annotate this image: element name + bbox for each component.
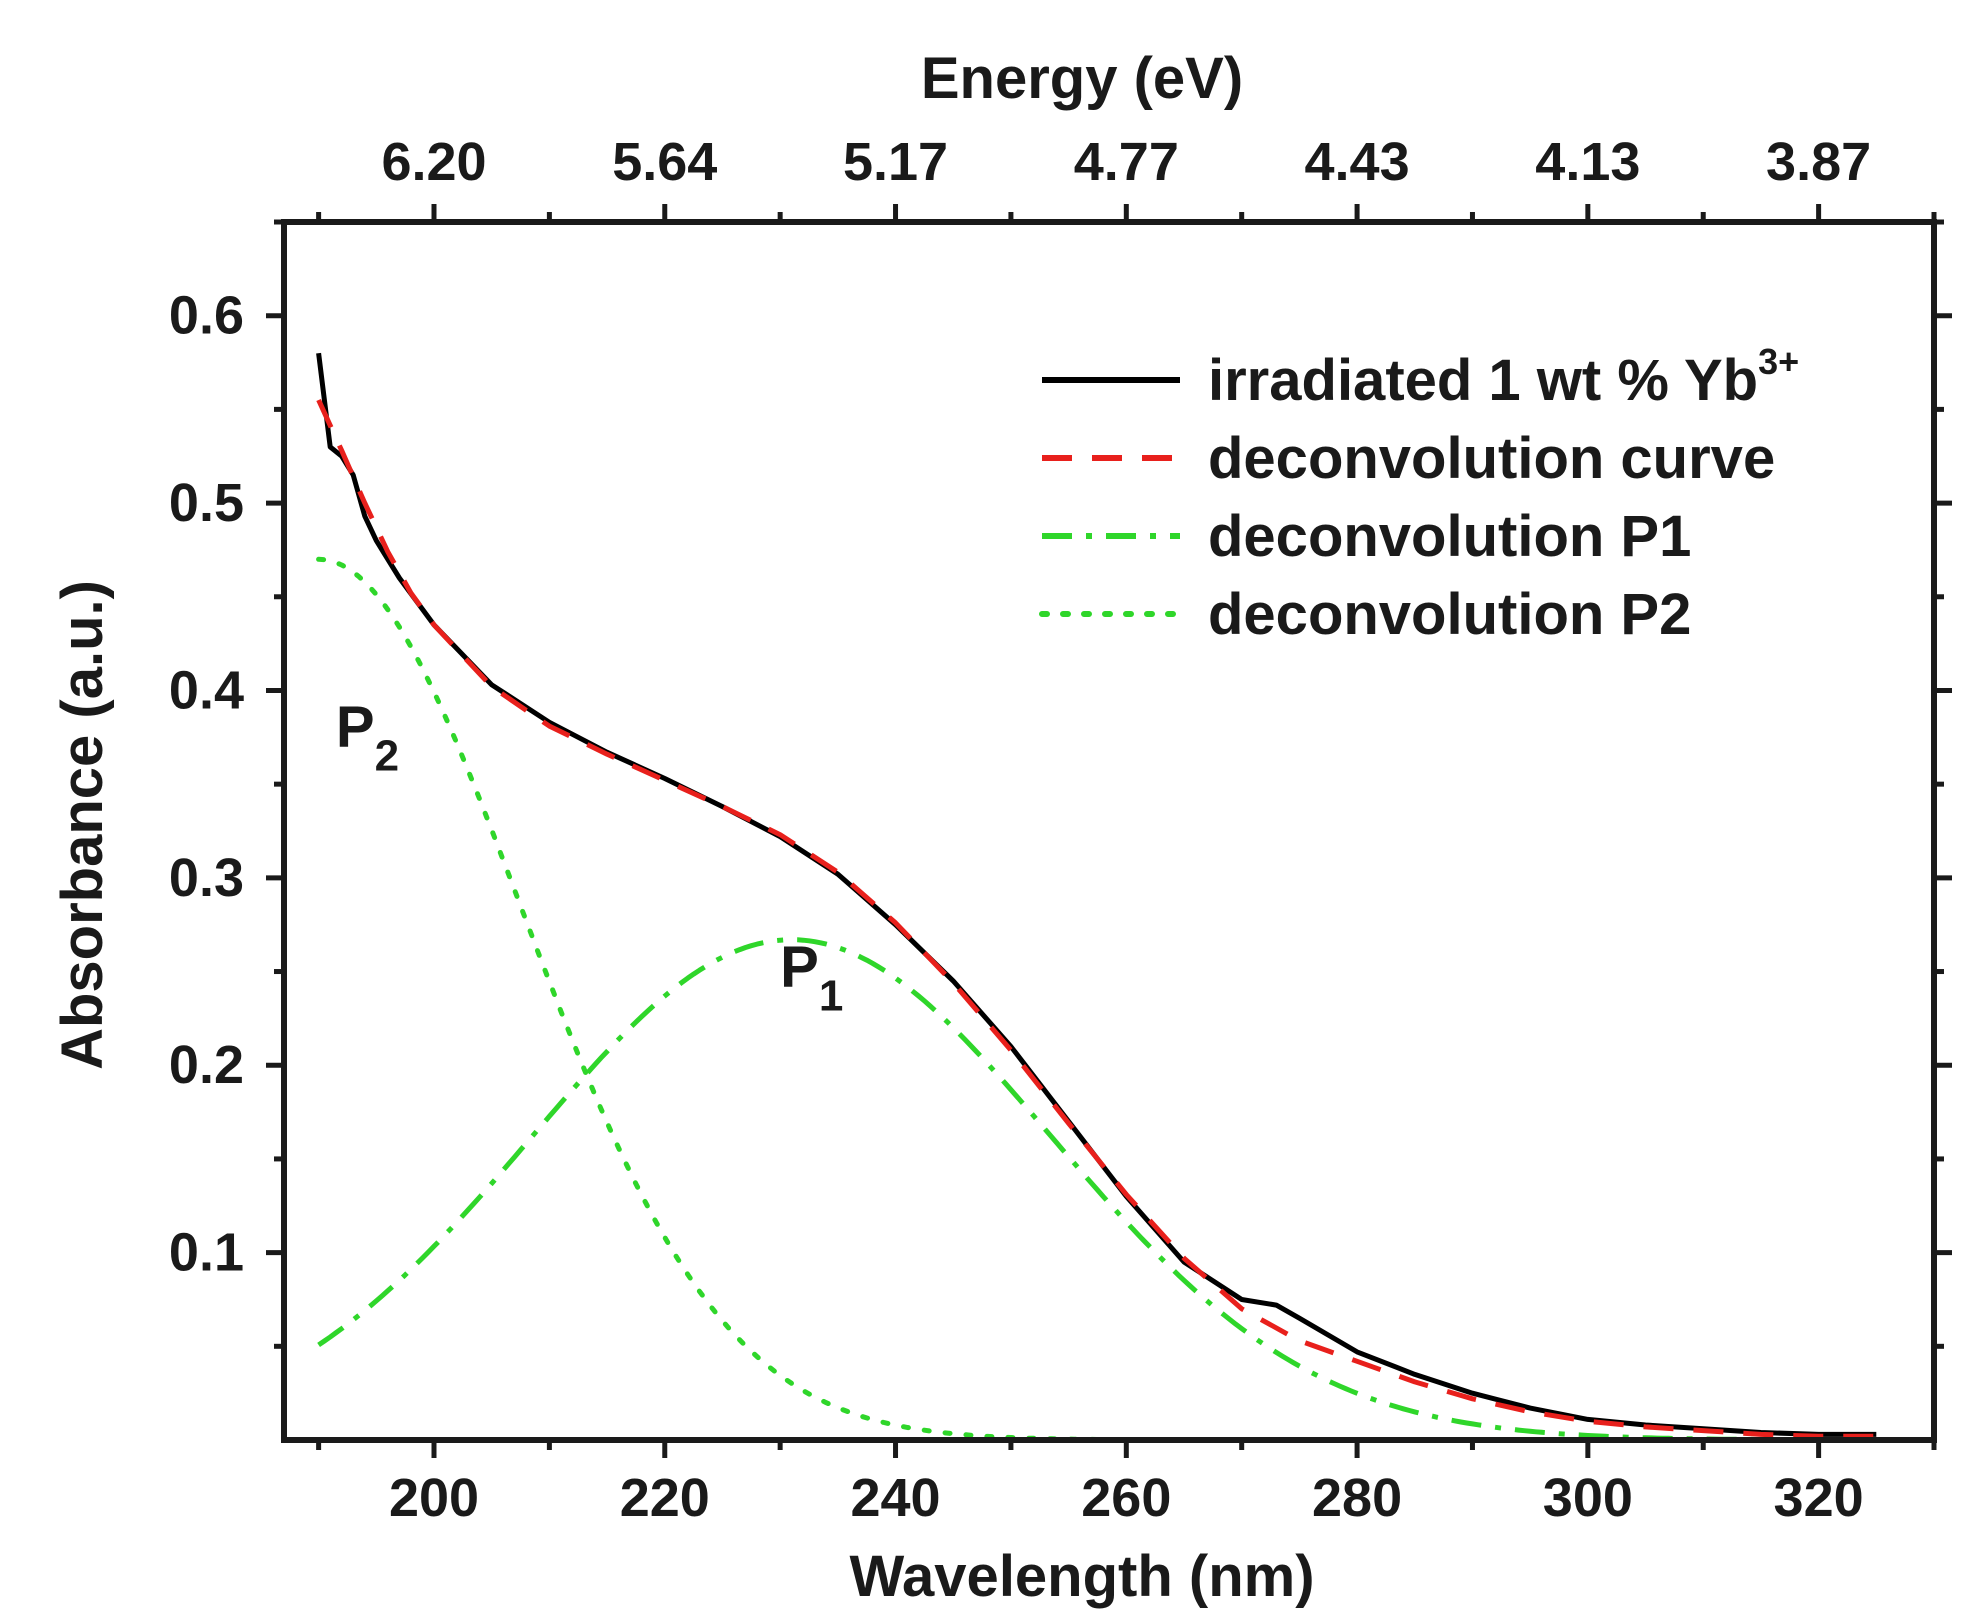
y-tick-label: 0.3 [169, 848, 244, 908]
y-tick-label: 0.1 [169, 1223, 244, 1283]
peak-label-subscript: 2 [375, 732, 399, 781]
x2-tick-label: 4.43 [1305, 132, 1410, 192]
x2-tick-label: 6.20 [381, 132, 486, 192]
x-tick-label: 220 [620, 1468, 710, 1528]
y-tick-label: 0.4 [169, 660, 244, 720]
peak-label-subscript: 1 [819, 972, 843, 1021]
series-line-irradiated [316, 352, 1877, 1437]
x-tick-label: 240 [850, 1468, 940, 1528]
legend-superscript: 3+ [1758, 341, 1799, 382]
x2-tick-label: 3.87 [1766, 132, 1871, 192]
x-tick-label: 200 [389, 1468, 479, 1528]
peak-label-P2: P2 [336, 695, 399, 781]
x-axis-title: Wavelength (nm) [849, 1544, 1314, 1609]
y-tick-label: 0.2 [169, 1035, 244, 1095]
x-tick-label: 320 [1774, 1468, 1864, 1528]
x-tick-label: 260 [1081, 1468, 1171, 1528]
legend-label-deconv_curve: deconvolution curve [1208, 426, 1775, 491]
y-tick-label: 0.5 [169, 473, 244, 533]
x-tick-label: 300 [1543, 1468, 1633, 1528]
series-line-deconv_p2 [316, 556, 1879, 1443]
x2-tick-label: 5.17 [843, 132, 948, 192]
x2-tick-label: 4.77 [1074, 132, 1179, 192]
tick-labels-layer: 200 220 240 260 280 300 320 6.20 5.64 5.17 4.77 4.4… [169, 132, 1871, 1528]
x2-tick-label: 5.64 [612, 132, 717, 192]
x-tick-label: 280 [1312, 1468, 1402, 1528]
legend: irradiated 1 wt % Yb3+ deconvolution curv… [1039, 341, 1799, 647]
y-axis-title: Absorbance (a.u.) [50, 580, 115, 1070]
peak-annotations: P2 P1 [336, 695, 843, 1021]
x2-tick-label: 4.13 [1535, 132, 1640, 192]
series-line-deconv_curve [316, 398, 1877, 1439]
ticks-layer [266, 204, 1952, 1458]
legend-label-deconv_p1: deconvolution P1 [1208, 504, 1691, 569]
y-tick-label: 0.6 [169, 286, 244, 346]
peak-label-P1: P1 [780, 935, 843, 1021]
series-line-deconv_p1 [317, 937, 1877, 1443]
legend-label-deconv_p2: deconvolution P2 [1208, 582, 1691, 647]
plot-frame [281, 219, 1937, 1443]
x2-axis-title: Energy (eV) [921, 46, 1243, 111]
legend-label-irradiated: irradiated 1 wt % Yb3+ [1208, 341, 1799, 413]
